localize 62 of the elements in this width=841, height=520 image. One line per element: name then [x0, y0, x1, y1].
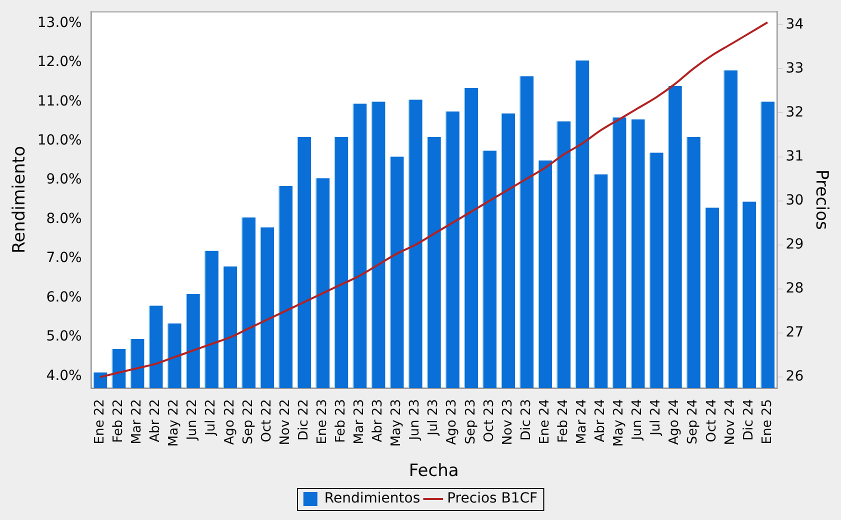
y2-tick-label: 28: [786, 280, 804, 297]
x-tick-label: Mar 24: [574, 399, 590, 444]
y2-tick-label: 29: [786, 236, 804, 253]
y-tick-label: 9.0%: [46, 172, 82, 188]
y2-tick-label: 27: [786, 324, 804, 341]
y2-tick-label: 30: [786, 192, 804, 208]
x-tick-label: May 24: [612, 399, 627, 447]
x-axis-title: Fecha: [408, 461, 459, 482]
y2-tick-label: 26: [786, 368, 804, 385]
y-tick-label: 5.0%: [46, 328, 82, 345]
x-tick-label: Oct 23: [482, 399, 497, 442]
x-tick-label: Nov 24: [722, 399, 738, 446]
x-tick-label: Jul 22: [204, 399, 219, 436]
y-tick-label: 13.0%: [37, 14, 82, 31]
x-tick-label: Ene 24: [537, 399, 552, 444]
x-tick-label: Ago 23: [444, 399, 460, 445]
y-tick-label: 10.0%: [37, 132, 82, 149]
y2-tick-label: 32: [786, 104, 804, 120]
y-axis-title: Rendimiento: [10, 146, 30, 254]
x-tick-label: Jun 24: [630, 399, 646, 442]
y-tick-label: 6.0%: [46, 289, 82, 306]
x-tick-label: Jun 23: [408, 399, 423, 442]
x-tick-label: Dic 22: [296, 399, 312, 441]
line-series: [99, 21, 769, 378]
legend-label: Rendimientos: [324, 490, 420, 507]
x-tick-label: Nov 22: [278, 399, 293, 446]
x-tick-label: Sep 23: [463, 399, 478, 444]
x-tick-label: Sep 24: [686, 399, 701, 444]
y-tick-label: 8.0%: [46, 210, 82, 227]
x-tick-label: Jul 24: [648, 399, 664, 436]
x-tick-label: Sep 22: [240, 399, 256, 444]
x-tick-label: Dic 24: [741, 399, 756, 441]
y2-axis-title: Precios: [811, 170, 832, 230]
x-tick-label: Oct 24: [704, 399, 720, 442]
x-tick-label: Abr 22: [148, 399, 164, 442]
x-tick-label: May 23: [389, 399, 404, 447]
y-tick-label: 11.0%: [37, 93, 82, 110]
x-tick-label: Ago 22: [222, 399, 238, 445]
x-tick-label: Abr 24: [593, 399, 608, 442]
y-tick-label: 7.0%: [46, 250, 82, 266]
x-tick-label: Mar 23: [352, 399, 368, 444]
x-tick-label: Dic 23: [518, 399, 534, 441]
x-tick-label: Oct 22: [259, 399, 274, 442]
x-tick-label: Feb 24: [556, 399, 571, 443]
y2-tick-label: 33: [786, 60, 804, 76]
x-tick-label: Mar 22: [130, 399, 145, 444]
x-tick-label: Feb 22: [111, 399, 126, 443]
x-tick-label: Ene 23: [314, 399, 330, 444]
x-tick-label: Ene 22: [92, 399, 108, 444]
x-tick-label: Abr 23: [370, 399, 386, 442]
y-tick-label: 12.0%: [37, 54, 82, 70]
x-tick-label: Jun 22: [185, 399, 200, 442]
x-tick-label: May 22: [166, 399, 182, 447]
legend-label: Precios B1CF: [447, 490, 538, 507]
y-tick-label: 4.0%: [46, 368, 82, 384]
x-tick-label: Nov 23: [500, 399, 516, 446]
x-tick-label: Ago 24: [667, 399, 682, 445]
x-tick-label: Jul 23: [426, 399, 442, 436]
y2-tick-label: 31: [786, 148, 804, 164]
x-tick-label: Feb 23: [334, 399, 349, 443]
y2-tick-label: 34: [786, 16, 804, 32]
x-tick-label: Ene 25: [760, 399, 775, 444]
